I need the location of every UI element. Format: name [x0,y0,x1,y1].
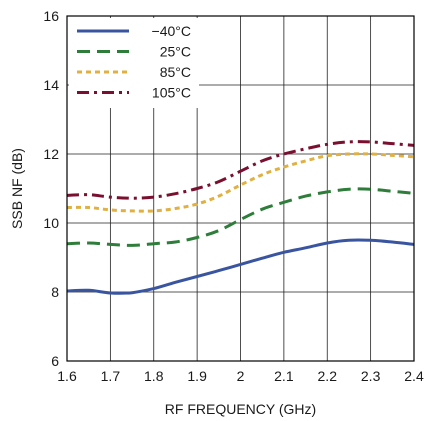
legend: −40°C 25°C 85°C 105°C [69,18,199,108]
y-tick-label: 16 [43,8,59,24]
x-tick-label: 1.9 [187,368,207,384]
x-tick-labels: 1.6 1.7 1.8 1.9 2 2.1 2.2 2.3 2.4 [57,368,424,384]
x-tick-label: 2 [237,368,245,384]
series-lines [66,140,415,295]
x-tick-label: 1.7 [101,368,121,384]
x-tick-label: 2.2 [318,368,338,384]
x-tick-label: 1.6 [57,368,77,384]
series-line-0 [66,238,415,295]
y-tick-label: 14 [43,77,59,93]
x-tick-label: 2.3 [361,368,381,384]
y-tick-label: 12 [43,146,59,162]
series-line-2 [66,152,415,213]
x-tick-label: 2.4 [404,368,424,384]
legend-label-3: 105°C [152,85,191,101]
plot-frame [66,15,415,362]
legend-background [69,18,199,108]
x-tick-label: 2.1 [274,368,294,384]
y-tick-label: 10 [43,215,59,231]
y-tick-label: 6 [51,353,59,369]
legend-label-0: −40°C [152,23,191,39]
x-tick-label: 1.8 [144,368,164,384]
series-line-3 [66,140,415,200]
y-tick-label: 8 [51,284,59,300]
legend-label-1: 25°C [160,44,191,60]
y-tick-labels: 6 8 10 12 14 16 [43,8,59,369]
legend-label-2: 85°C [160,64,191,80]
x-axis-label: RF FREQUENCY (GHz) [165,401,316,417]
y-axis-label: SSB NF (dB) [9,148,25,229]
